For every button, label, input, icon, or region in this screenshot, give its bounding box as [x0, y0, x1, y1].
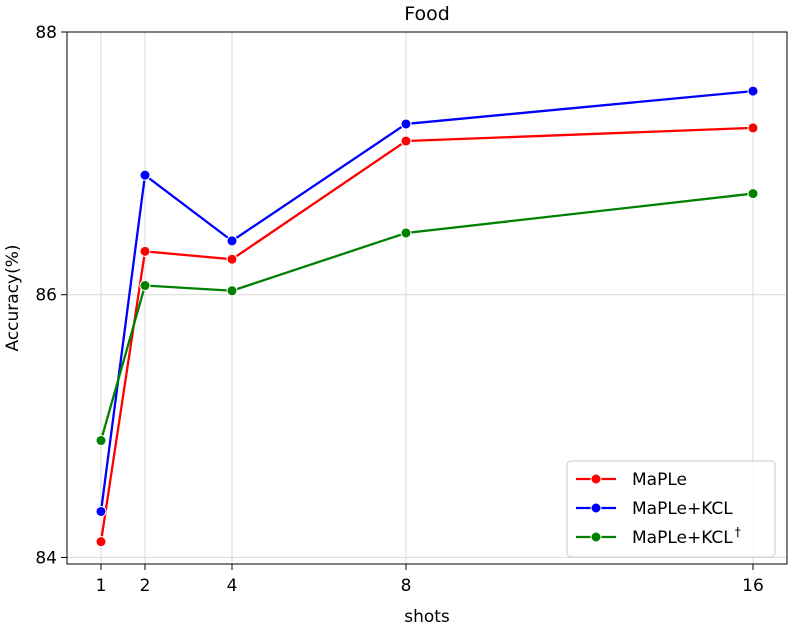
data-point	[139, 169, 151, 181]
y-tick-label: 86	[35, 286, 57, 306]
x-tick-label: 1	[96, 576, 107, 596]
data-point	[400, 135, 412, 147]
data-point	[747, 122, 759, 134]
y-tick-label: 88	[35, 23, 57, 43]
x-axis: 1 2 4 8 16	[96, 564, 764, 596]
data-point	[95, 505, 107, 517]
data-point	[95, 435, 107, 447]
legend-label: MaPLe+KCL †	[632, 525, 741, 548]
chart-title: Food	[404, 3, 450, 25]
x-tick-label: 4	[227, 576, 238, 596]
series-layer	[95, 85, 759, 548]
legend-box	[566, 460, 776, 558]
x-tick-label: 2	[140, 576, 151, 596]
legend: MaPLe MaPLe+KCL MaPLe+KCL †	[566, 460, 776, 558]
y-axis-label: Accuracy(%)	[3, 244, 23, 351]
legend-marker	[590, 531, 602, 543]
data-point	[226, 285, 238, 297]
data-point	[400, 118, 412, 130]
legend-marker	[590, 502, 602, 514]
data-point	[747, 85, 759, 97]
x-axis-label: shots	[404, 607, 450, 627]
data-point	[226, 253, 238, 265]
data-point	[95, 536, 107, 548]
legend-marker	[590, 473, 602, 485]
data-point	[139, 245, 151, 257]
data-point	[400, 227, 412, 239]
y-axis: 84 86 88	[35, 23, 67, 568]
x-tick-label: 16	[742, 576, 764, 596]
data-point	[139, 280, 151, 292]
y-tick-label: 84	[35, 548, 57, 568]
x-tick-label: 8	[401, 576, 412, 596]
data-point	[747, 188, 759, 200]
plot-frame	[66, 31, 788, 565]
legend-label: MaPLe+KCL	[632, 499, 733, 519]
legend-label: MaPLe	[632, 470, 687, 490]
data-point	[226, 235, 238, 247]
